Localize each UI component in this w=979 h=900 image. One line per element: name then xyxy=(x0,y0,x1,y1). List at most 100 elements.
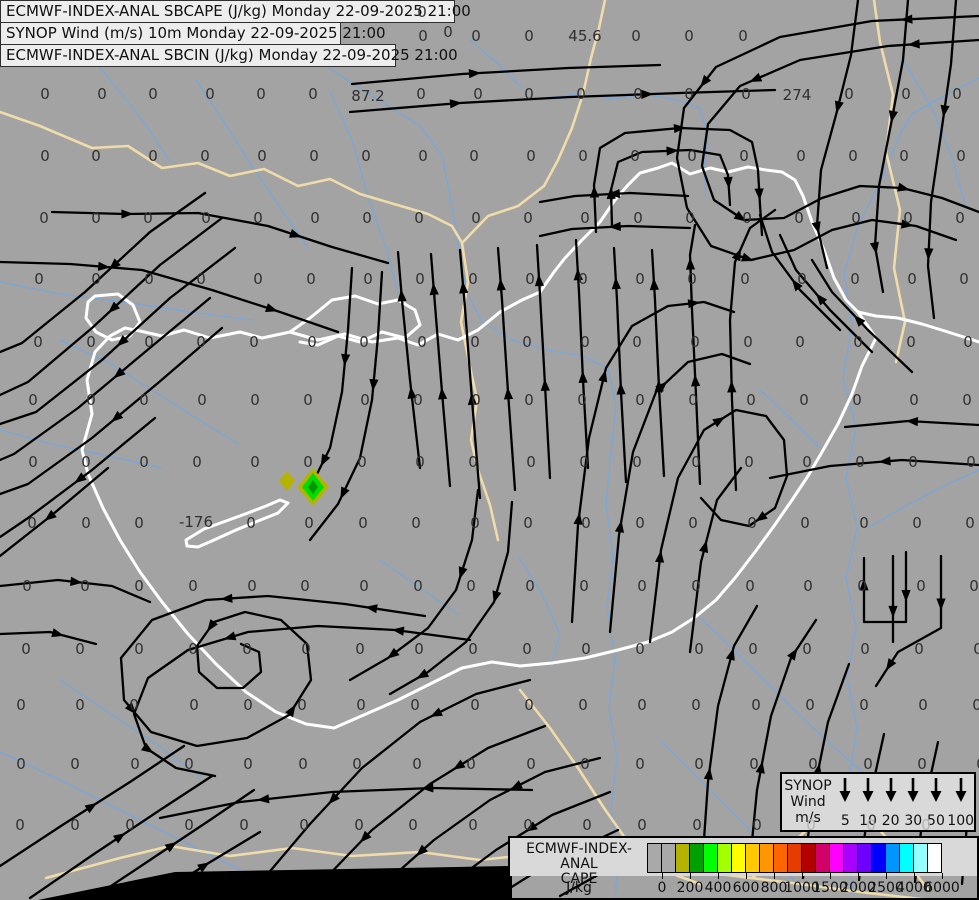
cape-tick-mark xyxy=(858,873,859,879)
cape-tick-mark xyxy=(718,873,719,879)
station-value: 0 xyxy=(749,755,759,773)
streamline xyxy=(648,408,789,644)
station-value: 0 xyxy=(468,640,478,658)
station-value: 0 xyxy=(205,85,215,103)
streamline-arrowhead xyxy=(452,759,466,770)
wind-speed-scale: 5 10 20 30 50 100 xyxy=(834,774,974,830)
streamline-arrowhead xyxy=(614,520,624,533)
station-value: 0 xyxy=(691,453,701,471)
streamline-arrowhead xyxy=(878,456,891,466)
station-value: 0 xyxy=(408,816,418,834)
cape-color-box xyxy=(661,843,676,873)
station-value: 0 xyxy=(148,85,158,103)
station-value: 0 xyxy=(799,391,809,409)
streamline xyxy=(88,788,256,900)
station-value: 0 xyxy=(468,453,478,471)
cape-color-box xyxy=(759,843,774,873)
station-value: 0 xyxy=(859,696,869,714)
station-value: 0 xyxy=(688,391,698,409)
streamline-arrowhead xyxy=(811,221,821,234)
station-value: 0 xyxy=(578,147,588,165)
streamline-arrowhead xyxy=(888,605,898,618)
station-value: 0 xyxy=(257,147,267,165)
station-value: 0 xyxy=(633,209,643,227)
station-value: 0 xyxy=(28,391,38,409)
cape-color-box xyxy=(913,843,928,873)
cape-color-box xyxy=(927,843,942,873)
station-value: 0 xyxy=(687,147,697,165)
station-value: 0 xyxy=(308,85,318,103)
streamline-arrowhead xyxy=(257,794,270,804)
station-value: 0 xyxy=(139,391,149,409)
wind-speed-item: 100 xyxy=(947,774,974,830)
streamline-arrowhead xyxy=(534,274,544,287)
station-value: 0 xyxy=(637,816,647,834)
station-value: 0 xyxy=(580,755,590,773)
cape-tick-label: 200 xyxy=(676,880,704,896)
station-value: 0 xyxy=(956,147,966,165)
wind-legend-wind-label: Wind xyxy=(790,794,826,810)
streamline-arrowhead xyxy=(438,387,448,400)
streamline xyxy=(862,550,908,624)
cape-color-box xyxy=(787,843,802,873)
streamline xyxy=(535,243,552,480)
station-value: 0 xyxy=(125,816,135,834)
station-value: 0 xyxy=(806,816,816,834)
cape-legend-unit: J/kg xyxy=(566,880,592,896)
wind-speed-item: 5 xyxy=(834,774,857,830)
streamline xyxy=(0,191,207,354)
station-value: 0 xyxy=(81,514,91,532)
station-value: 0 xyxy=(362,209,372,227)
streamline-arrowhead xyxy=(510,780,523,790)
streamline-arrowhead xyxy=(164,841,178,853)
station-value: 0 xyxy=(352,755,362,773)
cape-color-box xyxy=(815,843,830,873)
station-value: 0 xyxy=(80,577,90,595)
streamline-arrowhead xyxy=(687,299,701,309)
station-value: 0 xyxy=(860,640,870,658)
station-value: 0 xyxy=(808,755,818,773)
station-value: 0 xyxy=(144,270,154,288)
streamline-arrowhead xyxy=(712,416,725,428)
streamline-arrowhead xyxy=(113,833,126,844)
station-value: 0 xyxy=(976,755,979,773)
title-line-sbcin: ECMWF-INDEX-ANAL SBCIN (J/kg) Monday 22-… xyxy=(0,44,458,67)
cape-tick-label: 1500 xyxy=(812,880,848,896)
station-value: 0 xyxy=(81,453,91,471)
station-value: 0 xyxy=(965,514,975,532)
down-arrow-icon xyxy=(930,778,942,802)
station-value: 0 xyxy=(916,577,926,595)
cape-tick-mark xyxy=(914,873,915,879)
station-value: 0 xyxy=(134,514,144,532)
station-value: 0 xyxy=(97,85,107,103)
station-value: 0 xyxy=(635,270,645,288)
station-value: 0 xyxy=(21,640,31,658)
station-value: 0 xyxy=(526,755,536,773)
station-value-special: 274 xyxy=(782,86,812,104)
station-value: 0 xyxy=(797,270,807,288)
station-value: 0 xyxy=(745,577,755,595)
streamline xyxy=(429,252,452,488)
station-value: 0 xyxy=(298,755,308,773)
streamline-arrowhead xyxy=(525,821,538,832)
station-value: 0 xyxy=(303,391,313,409)
cape-tick-label: 2000 xyxy=(840,880,876,896)
station-value: 0 xyxy=(912,514,922,532)
streamline xyxy=(700,604,759,870)
streamline xyxy=(348,488,480,682)
cape-tick-mark xyxy=(662,873,663,879)
station-value: 0 xyxy=(921,816,931,834)
cape-legend-line1: ECMWF-INDEX-ANAL xyxy=(526,841,632,872)
cape-legend-line2: CAPE xyxy=(560,871,598,887)
streamline-arrowhead xyxy=(641,89,654,99)
station-value: 0 xyxy=(197,391,207,409)
station-value: 0 xyxy=(471,27,481,45)
station-value: 0 xyxy=(684,27,694,45)
station-value: 0 xyxy=(796,147,806,165)
streamline xyxy=(650,248,666,478)
cape-color-box xyxy=(703,843,718,873)
station-value: 0 xyxy=(28,453,38,471)
station-value: 0 xyxy=(523,209,533,227)
station-value: 0 xyxy=(901,85,911,103)
